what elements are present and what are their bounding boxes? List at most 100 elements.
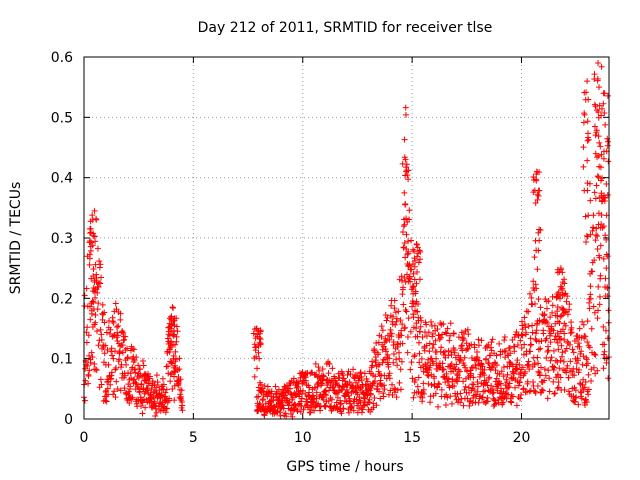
data-point [550,363,557,370]
data-point [578,395,585,402]
data-point [531,254,538,261]
data-point [347,370,354,377]
data-point [410,314,417,321]
data-point [97,326,104,333]
data-point [328,396,335,403]
data-point [591,123,598,130]
data-point [579,361,586,368]
data-point [488,339,495,346]
data-point [149,378,156,385]
data-point [108,345,115,352]
data-point [99,301,106,308]
data-point [375,368,382,375]
data-point [446,337,453,344]
data-point [398,358,405,365]
data-point [423,321,430,328]
data-point [371,395,378,402]
data-point [386,370,393,377]
data-point [172,358,179,365]
data-point [600,365,607,372]
data-point [286,399,293,406]
data-point [122,333,129,340]
data-point [568,319,575,326]
data-point [131,357,138,364]
data-point [436,381,443,388]
data-point [575,340,582,347]
data-point [500,399,507,406]
data-point [371,349,378,356]
data-point [405,176,412,183]
data-point [419,394,426,401]
data-point [500,373,507,380]
data-point [316,367,323,374]
data-point [116,356,123,363]
data-point [426,340,433,347]
data-point [582,96,589,103]
data-point [432,390,439,397]
data-point [426,348,433,355]
data-point [555,379,562,386]
data-point [470,374,477,381]
data-point [412,377,419,384]
data-point [84,324,91,331]
data-point [402,156,409,163]
data-point [411,353,418,360]
data-point [179,407,186,414]
data-point [597,177,604,184]
data-point [315,364,322,371]
data-point [457,399,464,406]
data-point [516,371,523,378]
data-point [554,313,561,320]
data-point [458,343,465,350]
data-point [121,336,128,343]
data-point [545,367,552,374]
data-point [554,303,561,310]
data-point [119,342,126,349]
data-point [438,344,445,351]
data-point [527,335,534,342]
data-point [405,238,412,245]
data-point [436,336,443,343]
data-point [584,318,591,325]
data-point [473,349,480,356]
data-point [164,363,171,370]
data-point [350,366,357,373]
data-point [492,397,499,404]
data-point [565,388,572,395]
data-point [531,187,538,194]
data-point [272,383,279,390]
data-point [388,330,395,337]
data-point [568,329,575,336]
data-point [582,378,589,385]
data-point [535,296,542,303]
data-point [467,370,474,377]
data-point [501,333,508,340]
data-point [595,60,602,67]
data-point [603,180,610,187]
data-point [409,298,416,305]
data-point [604,191,611,198]
data-point [430,360,437,367]
data-point [569,368,576,375]
data-point [478,360,485,367]
data-point [253,394,260,401]
data-point [90,232,97,239]
data-point [527,342,534,349]
data-point [586,180,593,187]
data-point [165,331,172,338]
data-points [81,60,612,420]
data-point [601,198,608,205]
data-point [559,305,566,312]
data-point [113,365,120,372]
data-point [598,151,605,158]
data-point [508,399,515,406]
data-point [591,257,598,264]
data-point [344,389,351,396]
data-point [545,298,552,305]
data-point [93,271,100,278]
data-point [398,277,405,284]
data-point [602,121,609,128]
data-point [107,381,114,388]
data-point [397,366,404,373]
data-point [89,212,96,219]
